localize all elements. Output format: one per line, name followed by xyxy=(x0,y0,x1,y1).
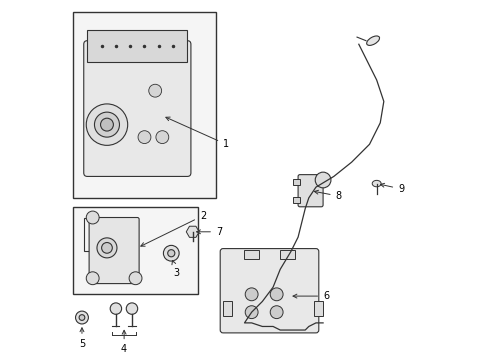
Text: 8: 8 xyxy=(314,190,341,201)
FancyBboxPatch shape xyxy=(83,41,190,176)
Bar xyxy=(292,179,299,185)
Text: 1: 1 xyxy=(165,117,229,149)
Circle shape xyxy=(94,112,119,137)
Circle shape xyxy=(244,288,258,301)
Bar xyxy=(223,301,231,316)
Circle shape xyxy=(126,303,138,314)
Circle shape xyxy=(315,172,330,188)
Circle shape xyxy=(167,249,175,257)
Polygon shape xyxy=(186,226,199,237)
Circle shape xyxy=(156,131,168,144)
Circle shape xyxy=(79,315,84,320)
Text: 5: 5 xyxy=(79,328,85,349)
Text: 7: 7 xyxy=(196,227,222,237)
Circle shape xyxy=(102,243,112,253)
Text: 4: 4 xyxy=(121,330,127,354)
Text: 6: 6 xyxy=(292,291,328,301)
Text: 3: 3 xyxy=(172,261,179,278)
Bar xyxy=(244,249,258,258)
Circle shape xyxy=(86,211,99,224)
Ellipse shape xyxy=(366,36,379,45)
Circle shape xyxy=(86,272,99,285)
Bar xyxy=(87,30,187,62)
Circle shape xyxy=(270,288,283,301)
Circle shape xyxy=(244,306,258,319)
Circle shape xyxy=(138,131,151,144)
FancyBboxPatch shape xyxy=(89,217,139,284)
Text: 2: 2 xyxy=(141,211,205,246)
Circle shape xyxy=(129,272,142,285)
Bar xyxy=(73,207,198,294)
Circle shape xyxy=(148,84,162,97)
Circle shape xyxy=(86,104,127,145)
Bar xyxy=(73,12,216,198)
Circle shape xyxy=(110,303,122,314)
Bar xyxy=(280,249,294,258)
FancyBboxPatch shape xyxy=(298,175,323,207)
Circle shape xyxy=(75,311,88,324)
Text: 9: 9 xyxy=(380,183,404,194)
Ellipse shape xyxy=(371,180,380,187)
FancyBboxPatch shape xyxy=(220,249,318,333)
Circle shape xyxy=(163,246,179,261)
Circle shape xyxy=(270,306,283,319)
Circle shape xyxy=(97,238,117,258)
Circle shape xyxy=(101,118,113,131)
Bar xyxy=(292,197,299,203)
Bar xyxy=(313,301,323,316)
